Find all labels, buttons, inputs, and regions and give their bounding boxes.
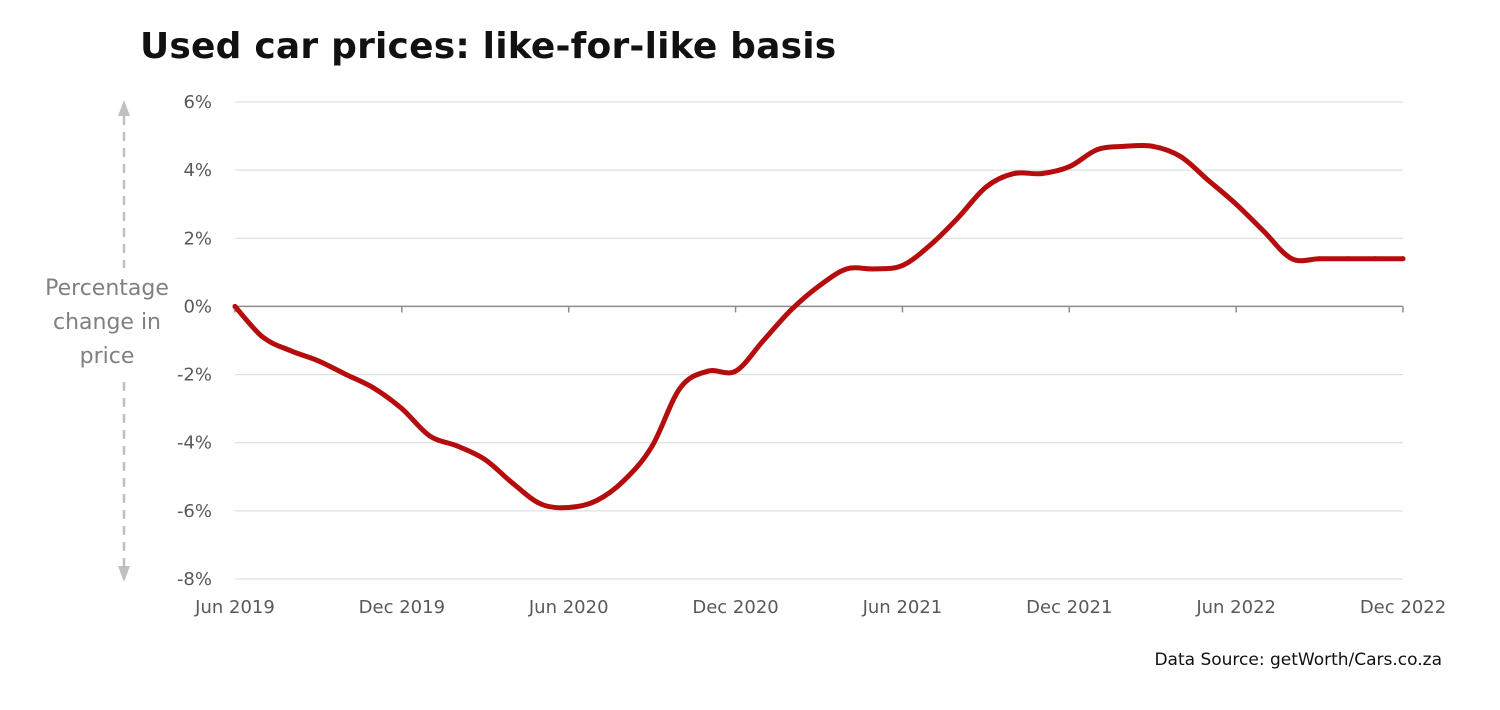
x-tick-labels: Jun 2019 Dec 2019 Jun 2020 Dec 2020 Jun 2021… [194, 597, 1446, 618]
x-tick-label: Dec 2021 [1026, 597, 1112, 618]
x-tick-label: Dec 2020 [692, 597, 778, 618]
y-tick-label: 2% [183, 228, 212, 249]
y-axis-arrow [118, 100, 130, 582]
data-point [1205, 178, 1211, 183]
y-axis-title: Percentage change in price [45, 276, 169, 369]
data-point [1150, 143, 1156, 149]
data-point [510, 481, 516, 486]
data-point [1289, 256, 1295, 262]
data-point [1372, 256, 1378, 262]
data-point [621, 477, 627, 483]
data-point [761, 338, 766, 343]
y-tick-label: 0% [183, 296, 212, 317]
data-point [1261, 229, 1267, 234]
series-line [232, 142, 1406, 511]
series-lines [232, 142, 1406, 511]
y-tick-labels: 6% 4% 2% 0% -2% -4% -6% -8% [177, 92, 212, 590]
zero-axis [234, 305, 1404, 313]
arrow-head-up [118, 100, 130, 116]
x-tick-label: Jun 2021 [862, 597, 943, 618]
data-point [482, 457, 488, 463]
y-tick-label: 4% [183, 160, 212, 181]
data-point [1122, 143, 1128, 149]
data-point [316, 358, 321, 364]
data-point [1400, 256, 1406, 262]
data-point [983, 184, 989, 190]
data-point [788, 307, 794, 313]
data-point [677, 385, 683, 391]
data-point [1094, 147, 1100, 153]
data-point [1345, 256, 1350, 262]
y-tick-label: -8% [177, 569, 212, 590]
data-point [594, 498, 599, 503]
data-point [1178, 154, 1183, 159]
y-axis-title-text: Percentage change in price [45, 276, 169, 369]
x-tick-label: Dec 2022 [1360, 597, 1446, 618]
data-point [872, 266, 877, 272]
data-point [705, 368, 711, 374]
data-point [816, 283, 822, 289]
y-tick-label: -2% [177, 365, 212, 386]
y-tick-label: 6% [183, 92, 212, 113]
data-point [844, 266, 850, 272]
x-tick-label: Jun 2019 [194, 597, 275, 618]
data-point [566, 505, 572, 510]
data-point [1011, 171, 1017, 177]
y-tick-label: -4% [177, 433, 212, 454]
data-point [343, 372, 349, 377]
x-tick-label: Jun 2020 [528, 597, 609, 618]
gridlines [235, 101, 1403, 580]
data-point [927, 242, 933, 248]
y-tick-label: -6% [177, 501, 212, 522]
data-point [955, 215, 961, 221]
chart-title: Used car prices: like-for-like basis [140, 26, 837, 67]
data-source: Data Source: getWorth/Cars.co.za [1154, 650, 1442, 670]
data-point [427, 433, 433, 439]
data-point [232, 304, 238, 309]
data-point [733, 368, 738, 374]
data-point [260, 334, 266, 340]
data-point [649, 443, 655, 449]
data-point [1066, 164, 1072, 170]
arrow-head-down [118, 566, 130, 582]
data-point [1317, 256, 1322, 262]
data-point [371, 385, 377, 391]
data-point [1039, 171, 1044, 177]
x-tick-label: Jun 2022 [1195, 597, 1276, 618]
data-point [900, 263, 905, 268]
x-tick-label: Dec 2019 [359, 597, 445, 618]
data-point [1233, 201, 1239, 207]
data-point [455, 443, 460, 449]
data-point [399, 406, 405, 411]
data-point [538, 501, 544, 507]
data-point [288, 348, 293, 354]
